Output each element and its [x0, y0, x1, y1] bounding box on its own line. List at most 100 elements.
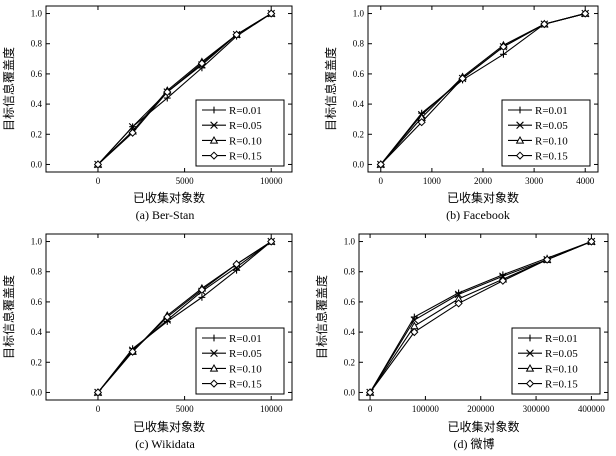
legend-marker	[515, 151, 525, 160]
y-tick-label: 0.8	[344, 267, 356, 277]
chart-caption: (a) Ber-Stan	[136, 208, 195, 222]
data-point	[410, 327, 419, 337]
chart-2: 0 1000 2000 3000 4000 0.0 0.2 0.4 0.6 0.8 1.0 已收集对象…	[323, 5, 599, 222]
series-R=0.15	[93, 9, 276, 169]
y-tick-label: 1.0	[344, 237, 356, 247]
y-tick-label: 1.0	[353, 9, 365, 19]
plot-frame	[358, 233, 609, 401]
legend-entry: R=0.15	[229, 151, 262, 163]
legend-entry: R=0.10	[535, 135, 568, 147]
series-line	[97, 241, 272, 393]
legend-marker	[526, 349, 534, 357]
legend-marker	[525, 363, 535, 372]
series-R=0.15	[365, 237, 596, 397]
data-point	[540, 20, 549, 29]
x-tick-label: 4000	[576, 176, 595, 186]
x-axis-label: 已收集对象数	[447, 419, 519, 434]
legend-entry: R=0.05	[229, 120, 262, 132]
x-tick-label: 5000	[176, 176, 195, 186]
data-point	[232, 260, 241, 269]
legend-entry: R=0.15	[535, 151, 568, 163]
y-tick-label: 0.6	[31, 69, 43, 79]
x-tick-label: 0	[379, 176, 384, 186]
x-tick-label: 5000	[176, 404, 195, 414]
x-tick-label: 1000	[423, 176, 442, 186]
legend-marker	[210, 334, 218, 342]
series-R=0.15	[93, 237, 276, 397]
legend-marker	[210, 121, 218, 129]
legend: R=0.01 R=0.05 R=0.10 R=0.15	[511, 327, 601, 395]
y-tick-label: 0.2	[31, 129, 42, 139]
x-tick-label: 10000	[260, 176, 283, 186]
y-tick-label: 0.2	[353, 129, 364, 139]
legend-marker	[516, 106, 524, 114]
legend-entry: R=0.15	[545, 379, 578, 391]
y-tick-label: 0.6	[31, 297, 43, 307]
y-tick-label: 0.2	[31, 357, 42, 367]
chart-1: 0 5000 10000 0.0 0.2 0.4 0.6 0.8 1.0 已收集对象数 目标信息覆盖…	[1, 5, 293, 222]
x-axis-label: 已收集对象数	[447, 190, 519, 205]
legend-marker	[525, 379, 535, 388]
y-axis-label: 目标信息覆盖度	[1, 275, 16, 359]
data-point	[267, 9, 276, 18]
legend-marker	[209, 151, 219, 160]
legend-marker	[515, 135, 525, 144]
data-point	[499, 42, 508, 51]
x-tick-label: 10000	[260, 404, 283, 414]
data-point	[543, 255, 552, 264]
x-tick-label: 400000	[578, 404, 606, 414]
data-point	[128, 347, 137, 356]
y-axis-label: 目标信息覆盖度	[1, 47, 16, 131]
data-point	[417, 118, 426, 127]
data-point	[163, 87, 172, 97]
data-point	[93, 388, 103, 397]
x-tick-label: 0	[368, 404, 373, 414]
data-point	[93, 160, 103, 169]
series-line	[380, 13, 586, 165]
y-tick-label: 0.4	[31, 99, 43, 109]
y-tick-label: 1.0	[31, 237, 43, 247]
series-line	[97, 13, 272, 165]
chart-3: 0 5000 10000 0.0 0.2 0.4 0.6 0.8 1.0 已收集对象数 目标信息覆盖…	[1, 233, 293, 451]
x-axis-label: 已收集对象数	[133, 419, 205, 434]
data-point	[498, 276, 507, 285]
x-tick-label: 0	[96, 176, 101, 186]
plot-frame	[45, 233, 293, 401]
y-tick-label: 0.0	[344, 387, 356, 397]
legend-entry: R=0.10	[229, 363, 262, 375]
y-axis-label: 目标信息覆盖度	[323, 47, 338, 131]
series-line	[369, 241, 592, 393]
data-point	[458, 74, 467, 83]
y-tick-label: 0.4	[353, 99, 365, 109]
chart-4: 0 100000 200000 300000 400000 0.0 0.2 0.4 0.6 0.8…	[314, 233, 609, 451]
legend-entry: R=0.01	[535, 105, 568, 117]
legend-entry: R=0.01	[545, 333, 578, 345]
y-tick-label: 0.4	[31, 327, 43, 337]
y-tick-label: 0.6	[344, 297, 356, 307]
legend: R=0.01 R=0.05 R=0.10 R=0.15	[195, 327, 285, 395]
legend-marker	[209, 379, 219, 388]
legend-entry: R=0.05	[229, 348, 262, 360]
data-point	[587, 237, 596, 246]
x-tick-label: 100000	[412, 404, 440, 414]
y-tick-label: 0.4	[344, 327, 356, 337]
data-point	[267, 237, 276, 246]
data-point	[376, 160, 385, 169]
y-tick-label: 0.0	[353, 159, 365, 169]
legend-marker	[516, 121, 524, 129]
y-tick-label: 0.8	[31, 39, 43, 49]
series-line	[369, 241, 592, 393]
legend-entry: R=0.10	[229, 135, 262, 147]
legend-marker	[210, 106, 218, 114]
series-line	[97, 241, 272, 393]
legend-marker	[209, 135, 219, 144]
data-point	[198, 293, 206, 301]
y-tick-label: 0.0	[31, 159, 43, 169]
legend-entry: R=0.01	[229, 105, 262, 117]
data-point	[454, 299, 463, 308]
plot-frame	[45, 5, 293, 173]
chart-caption: (b) Facebook	[446, 208, 510, 222]
legend-entry: R=0.05	[545, 348, 578, 360]
x-tick-label: 300000	[523, 404, 551, 414]
